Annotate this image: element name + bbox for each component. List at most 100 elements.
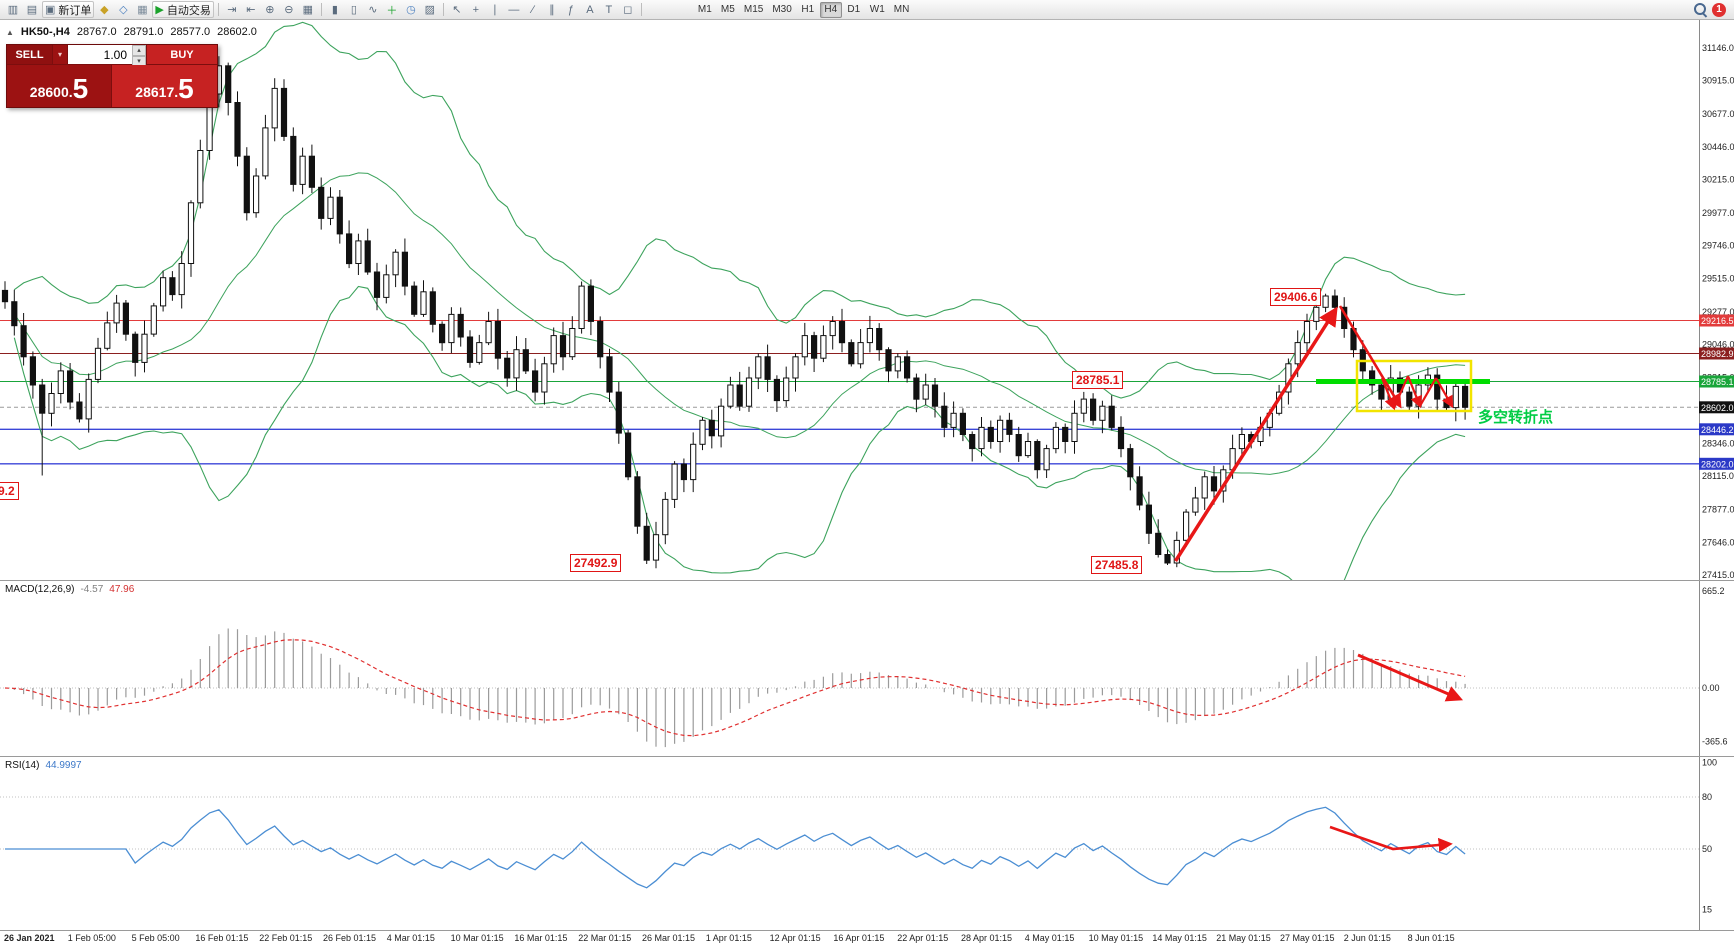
macd-value-signal: 47.96 bbox=[109, 584, 135, 595]
data-window-icon[interactable]: ◇ bbox=[114, 1, 132, 18]
rsi-svg[interactable]: 100 80 50 15 bbox=[0, 757, 1734, 931]
channel-icon[interactable]: ∥ bbox=[543, 1, 561, 18]
horizontal-levels bbox=[0, 320, 1699, 465]
navigator-icon[interactable]: ▦ bbox=[133, 1, 151, 18]
time-axis-label: 4 Mar 01:15 bbox=[386, 933, 435, 943]
toolbar-separator bbox=[640, 3, 642, 16]
pullback-arrow bbox=[1338, 305, 1402, 409]
cursor-icon[interactable]: ↖ bbox=[448, 1, 466, 18]
templates-icon[interactable]: ▨ bbox=[421, 1, 439, 18]
timeframe-m15[interactable]: M15 bbox=[743, 4, 764, 15]
time-axis-label: 8 Jun 01:15 bbox=[1407, 933, 1455, 943]
market-watch-icon[interactable]: ◆ bbox=[95, 1, 113, 18]
autotrading-button-label: 自动交易 bbox=[166, 4, 211, 17]
timeframe-d1[interactable]: D1 bbox=[847, 4, 861, 15]
volume-up-button[interactable]: ▴ bbox=[132, 45, 146, 56]
horizontal-line-icon-glyph: ― bbox=[508, 3, 520, 16]
search-icon[interactable] bbox=[1694, 3, 1707, 16]
time-axis-label: 16 Feb 01:15 bbox=[195, 933, 249, 943]
time-axis-label: 27 May 01:15 bbox=[1280, 933, 1335, 943]
timeframe-w1[interactable]: W1 bbox=[869, 4, 885, 15]
svg-text:29746.0: 29746.0 bbox=[1702, 241, 1734, 251]
macd-trend-arrow bbox=[1357, 653, 1464, 702]
text-label-icon[interactable]: T bbox=[600, 1, 618, 18]
time-axis-label: 26 Mar 01:15 bbox=[642, 933, 696, 943]
timeframe-m1[interactable]: M1 bbox=[697, 4, 712, 15]
main-chart-svg[interactable]: 31146.0 30915.0 30677.0 30446.0 30215.0 29977… bbox=[0, 20, 1734, 580]
trendline-icon[interactable]: ∕ bbox=[524, 1, 542, 18]
ohlc-low: 28577.0 bbox=[170, 26, 211, 38]
auto-scroll-icon[interactable]: ⇤ bbox=[242, 1, 260, 18]
svg-text:100: 100 bbox=[1702, 757, 1717, 767]
new-order-button-label: 新订单 bbox=[58, 4, 92, 17]
svg-text:0.00: 0.00 bbox=[1702, 683, 1720, 693]
svg-text:28785.1: 28785.1 bbox=[1701, 377, 1734, 387]
tile-windows-icon[interactable]: ▦ bbox=[299, 1, 317, 18]
candles-layer bbox=[1, 56, 1469, 569]
horizontal-line-icon[interactable]: ― bbox=[505, 1, 523, 18]
zoom-in-icon[interactable]: ⊕ bbox=[261, 1, 279, 18]
line-chart-icon-glyph: ∿ bbox=[368, 4, 378, 16]
buy-button[interactable]: BUY bbox=[147, 45, 217, 64]
sell-button[interactable]: SELL bbox=[7, 45, 53, 64]
toolbar-separator bbox=[217, 3, 219, 16]
timeframe-h4[interactable]: H4 bbox=[819, 1, 842, 18]
line-chart-icon[interactable]: ∿ bbox=[364, 1, 382, 18]
volume-preset-dropdown[interactable]: ▾ bbox=[53, 45, 68, 64]
zoom-out-icon[interactable]: ⊖ bbox=[280, 1, 298, 18]
svg-text:30215.0: 30215.0 bbox=[1702, 175, 1734, 185]
svg-text:50: 50 bbox=[1702, 844, 1712, 854]
new-order-button[interactable]: ▣ 新订单 bbox=[42, 1, 95, 18]
time-axis-label: 4 May 01:15 bbox=[1024, 933, 1075, 943]
indicators-add-icon[interactable]: ＋ bbox=[383, 1, 401, 18]
low2-price-label: 27485.8 bbox=[1091, 556, 1143, 574]
vertical-line-icon[interactable]: ∣ bbox=[486, 1, 504, 18]
cursor-icon-glyph: ↖ bbox=[452, 4, 462, 16]
periods-icon-glyph: ◷ bbox=[406, 4, 416, 16]
auto-scroll-icon-glyph: ⇤ bbox=[246, 4, 256, 16]
timeframe-m30[interactable]: M30 bbox=[772, 4, 792, 15]
time-axis-label: 2 Jun 01:15 bbox=[1343, 933, 1391, 943]
fibonacci-icon[interactable]: ƒ bbox=[562, 1, 580, 18]
macd-title: MACD(12,26,9) bbox=[5, 584, 75, 595]
timeframe-m5[interactable]: M5 bbox=[720, 4, 735, 15]
rsi-panel[interactable]: 100 80 50 15 RSI(14) 44.9997 bbox=[0, 756, 1734, 931]
main-chart-panel[interactable]: 31146.0 30915.0 30677.0 30446.0 30215.0 29977… bbox=[0, 20, 1734, 580]
macd-panel[interactable]: 665.2 0.00 -365.6 MACD(12,26,9) -4.57 47.9… bbox=[0, 580, 1734, 757]
templates-icon-glyph: ▨ bbox=[424, 4, 436, 16]
chart-shift-icon[interactable]: ⇥ bbox=[223, 1, 241, 18]
notification-badge[interactable]: 1 bbox=[1712, 2, 1726, 17]
buy-price[interactable]: 28617. 5 bbox=[112, 65, 217, 107]
new-chart-icon[interactable]: ▥ bbox=[4, 1, 22, 18]
chart-shift-icon-glyph: ⇥ bbox=[227, 4, 237, 16]
macd-signal-line bbox=[4, 639, 1466, 737]
ohlc-close: 28602.0 bbox=[217, 26, 257, 38]
bar-chart-icon[interactable]: ▮ bbox=[326, 1, 344, 18]
volume-input[interactable]: 1.00 bbox=[68, 45, 132, 64]
macd-svg[interactable]: 665.2 0.00 -365.6 bbox=[0, 581, 1734, 757]
svg-text:28202.0: 28202.0 bbox=[1701, 459, 1734, 469]
svg-text:30677.0: 30677.0 bbox=[1702, 109, 1734, 119]
crosshair-icon[interactable]: + bbox=[467, 1, 485, 18]
time-axis[interactable]: 26 Jan 2021 1 Feb 05:00 5 Feb 05:00 16 Feb … bbox=[0, 930, 1734, 947]
timeframe-mn[interactable]: MN bbox=[893, 4, 910, 15]
periods-icon[interactable]: ◷ bbox=[402, 1, 420, 18]
bar-chart-icon-glyph: ▮ bbox=[331, 4, 338, 16]
fibonacci-icon-glyph: ƒ bbox=[567, 3, 574, 16]
shapes-icon[interactable]: ◻ bbox=[619, 1, 637, 18]
panel-collapse-icon[interactable]: ▲ bbox=[6, 27, 14, 37]
autotrading-button[interactable]: ▶ 自动交易 bbox=[152, 1, 214, 18]
candlestick-chart-icon[interactable]: ▯ bbox=[345, 1, 363, 18]
text-icon[interactable]: A bbox=[581, 1, 599, 18]
sell-price[interactable]: 28600. 5 bbox=[7, 65, 112, 107]
time-axis-label: 10 Mar 01:15 bbox=[450, 933, 504, 943]
toolbar-separator bbox=[442, 3, 444, 16]
chevron-down-icon: ▾ bbox=[57, 50, 62, 59]
svg-text:28602.0: 28602.0 bbox=[1701, 403, 1734, 413]
bollinger-lower-band bbox=[13, 285, 1466, 580]
zoom-in-icon-glyph: ⊕ bbox=[265, 4, 275, 16]
timeframe-h1[interactable]: H1 bbox=[801, 4, 815, 15]
time-axis-label: 10 May 01:15 bbox=[1088, 933, 1144, 943]
time-axis-label: 1 Feb 05:00 bbox=[67, 933, 116, 943]
profiles-icon[interactable]: ▤ bbox=[23, 1, 41, 18]
